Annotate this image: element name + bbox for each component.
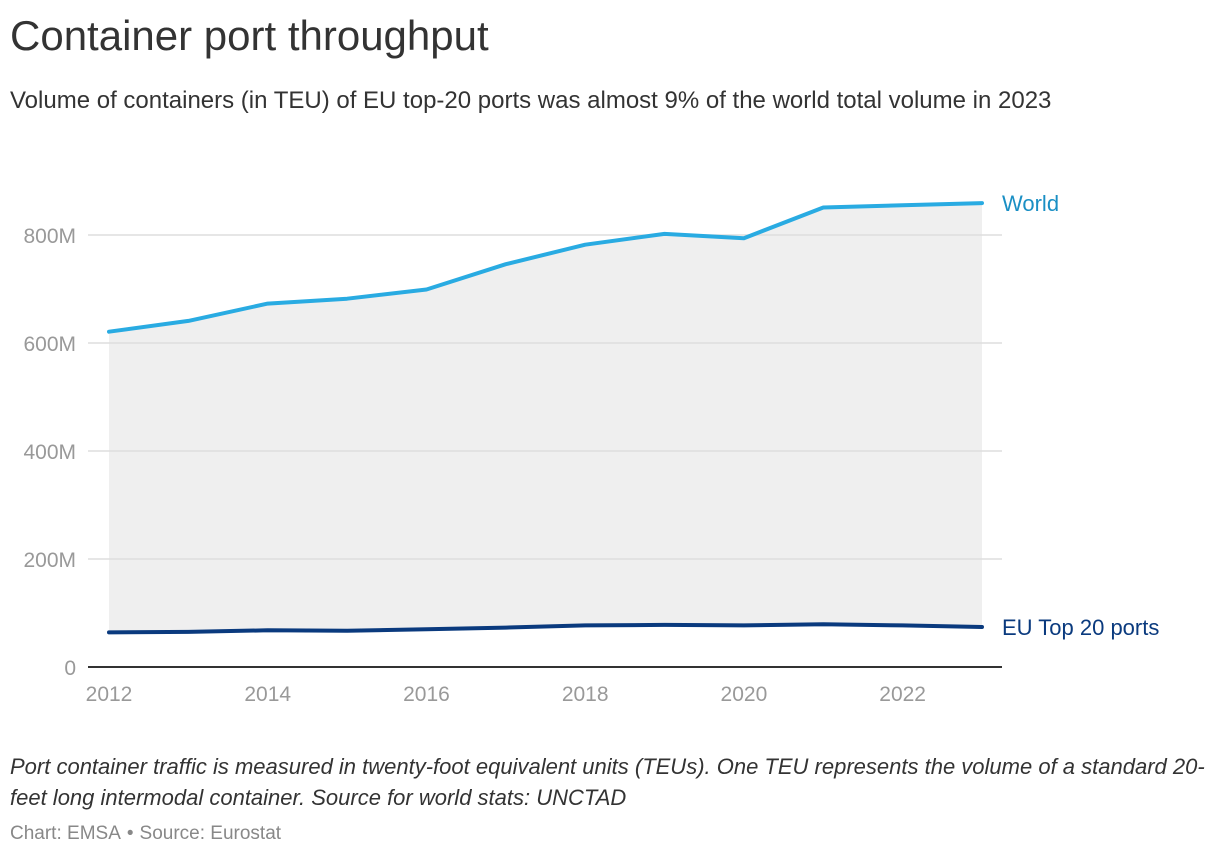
series-label-world: World bbox=[1002, 191, 1059, 216]
x-tick-label: 2020 bbox=[721, 683, 768, 706]
y-tick-label: 200M bbox=[23, 549, 76, 572]
series-line-eu-top-20-ports bbox=[107, 622, 984, 635]
area-between-series bbox=[109, 203, 982, 633]
y-tick-label: 800M bbox=[23, 225, 76, 248]
x-tick-label: 2012 bbox=[86, 683, 133, 706]
chart-title: Container port throughput bbox=[10, 12, 489, 59]
chart-subtitle: Volume of containers (in TEU) of EU top-… bbox=[10, 87, 1052, 114]
series-line-world bbox=[107, 201, 984, 334]
source-text: Source: Eurostat bbox=[139, 823, 282, 844]
series-label-eu-top-20-ports: EU Top 20 ports bbox=[1002, 615, 1159, 640]
x-tick-label: 2018 bbox=[562, 683, 609, 706]
y-tick-label: 600M bbox=[23, 333, 76, 356]
x-tick-label: 2016 bbox=[403, 683, 450, 706]
chart-source-line: Chart: EMSA • Source: Eurostat bbox=[10, 823, 281, 845]
chart-notes: Port container traffic is measured in tw… bbox=[10, 754, 1205, 810]
line-chart: 0 200M 400M 600M 800M 2012 2014 2016 2018 2020 202… bbox=[23, 191, 1159, 706]
chart-credit: Chart: EMSA bbox=[10, 823, 121, 844]
y-tick-label: 400M bbox=[23, 441, 76, 464]
y-tick-label: 0 bbox=[64, 657, 76, 680]
x-tick-label: 2022 bbox=[879, 683, 926, 706]
source-separator: • bbox=[126, 823, 134, 844]
x-tick-label: 2014 bbox=[244, 683, 291, 706]
